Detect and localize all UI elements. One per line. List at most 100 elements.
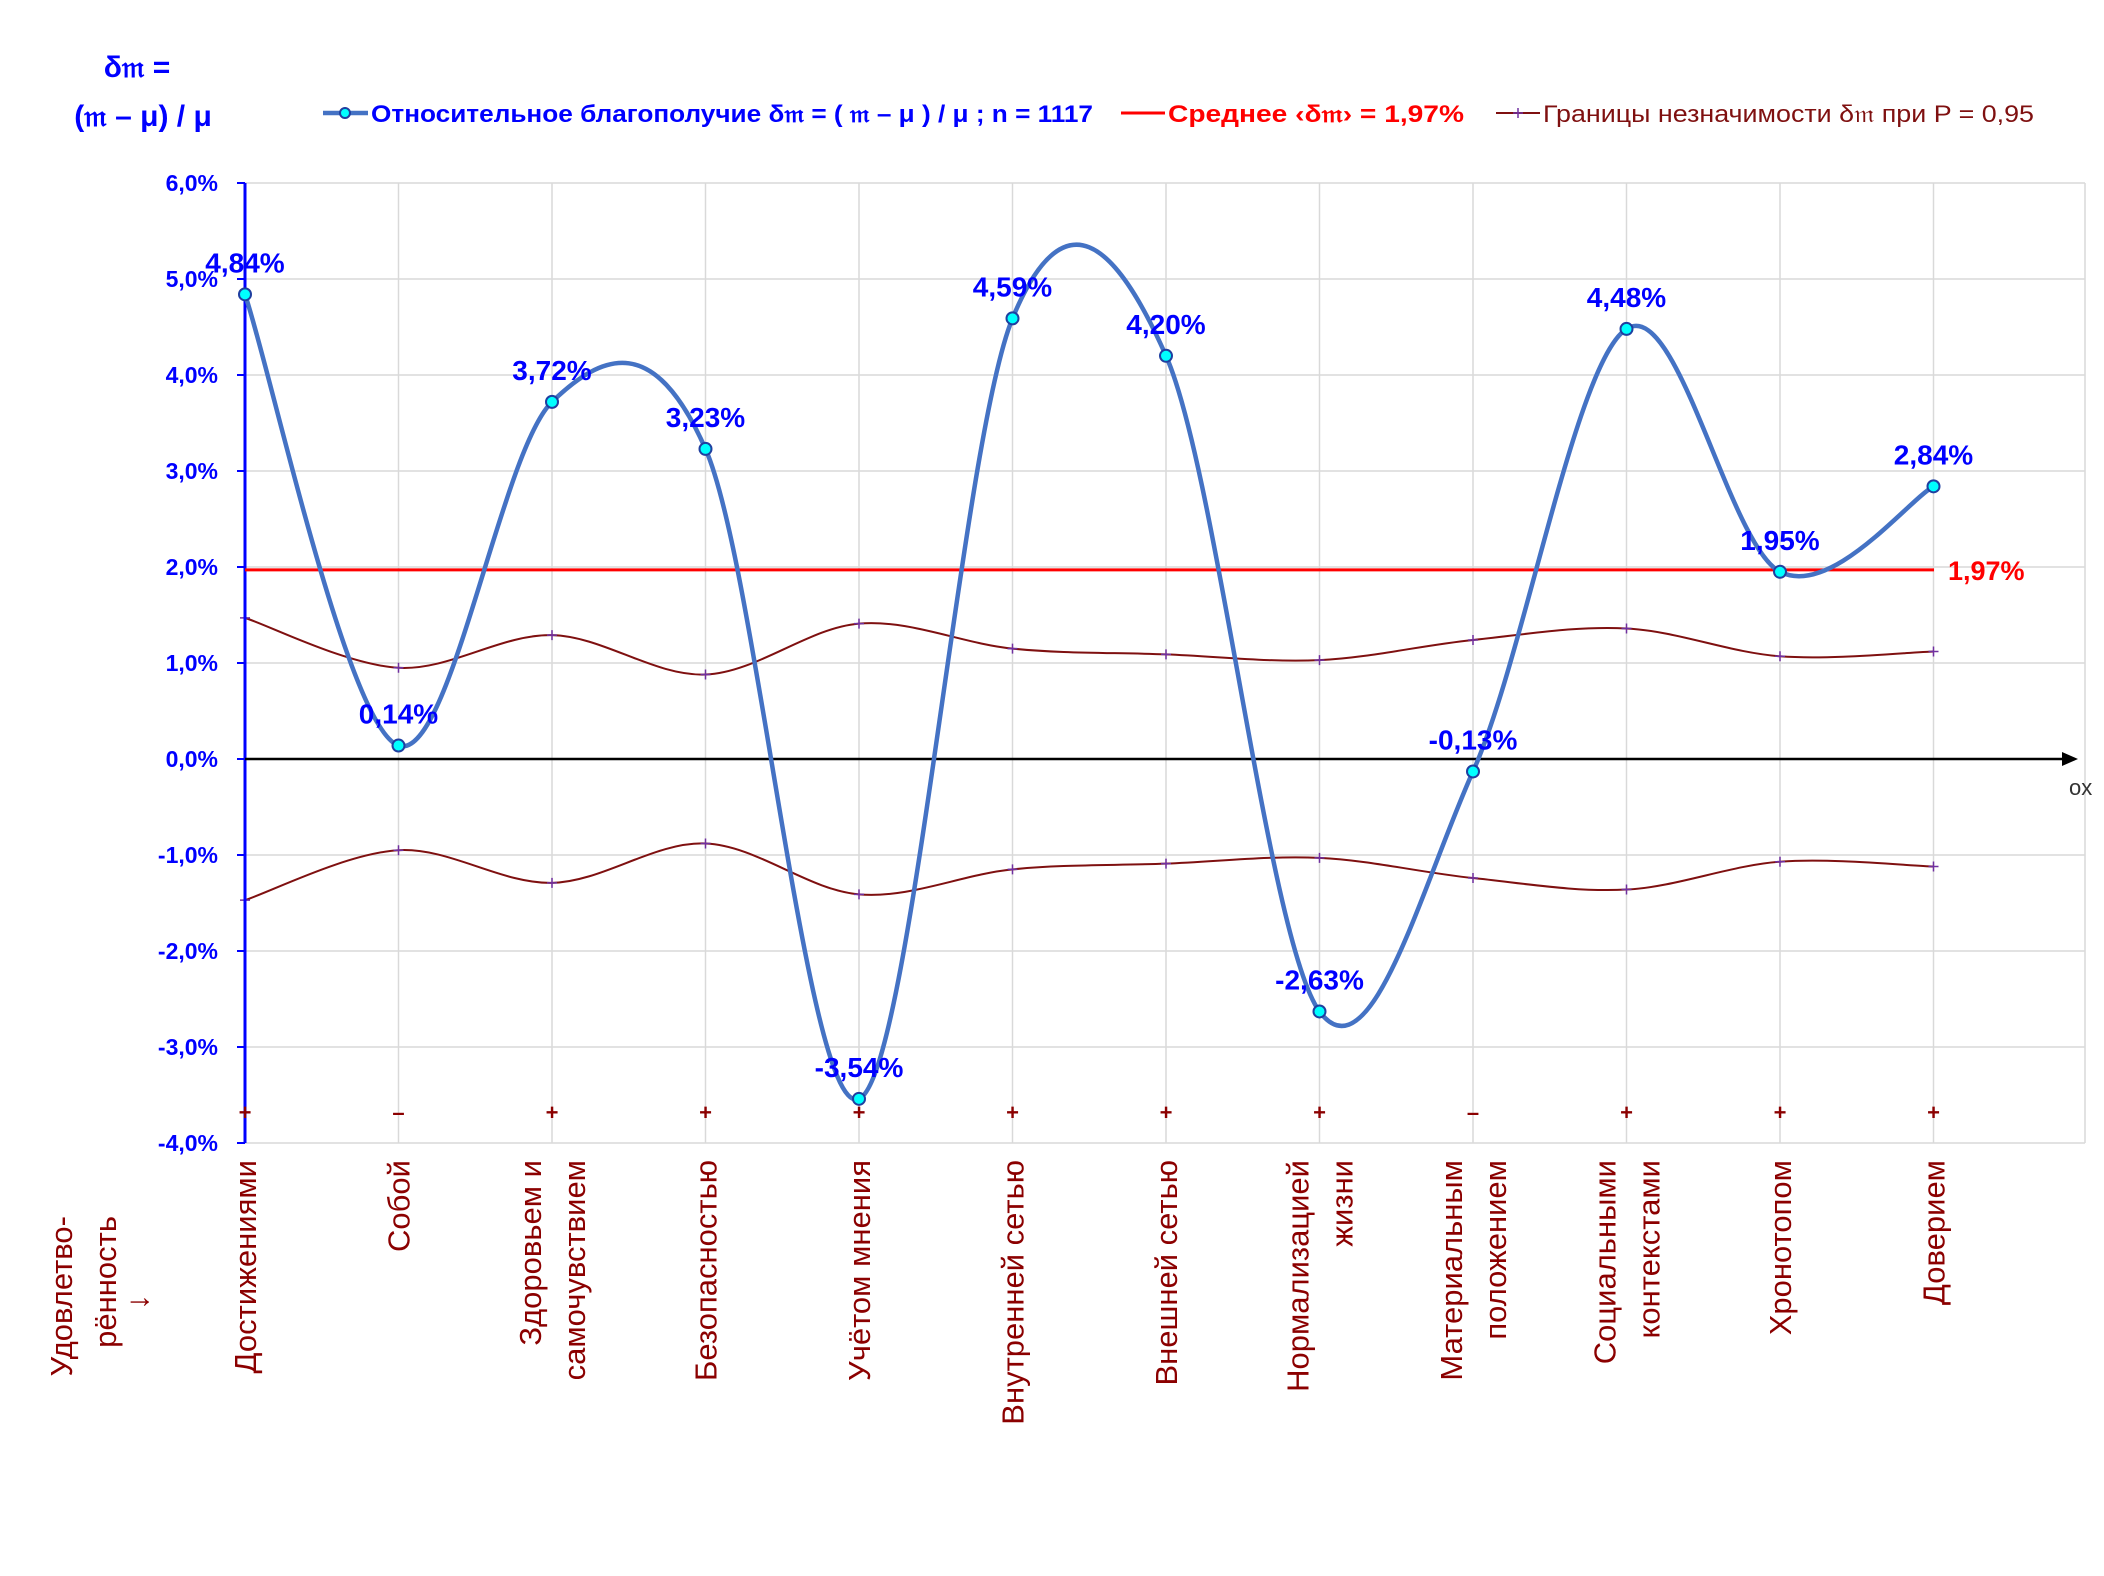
y-tick-label: 5,0% [166,266,218,292]
data-label: -2,63% [1275,964,1364,995]
bound-marker-lower [854,889,864,900]
data-point [391,738,406,753]
y-tick-label: 1,0% [166,650,218,676]
bound-marker-upper [1775,651,1785,662]
data-label: -0,13% [1429,724,1518,755]
category-label: Внешней сетью [1149,1160,1184,1386]
significance-mark: + [1313,1100,1326,1125]
data-label: 0,14% [359,699,438,730]
data-label: 4,84% [205,247,284,278]
x-axis-title: рённость [88,1216,123,1348]
bound-marker-lower [547,877,557,888]
bound-marker-upper [700,669,711,680]
x-axis-title: Удовлетво- [44,1216,79,1377]
data-point [1926,479,1941,494]
bound-marker-lower [1928,861,1939,872]
category-label: Нормализацией [1281,1160,1316,1392]
data-point [698,441,713,456]
category-label: Безопасностью [689,1160,724,1381]
bound-marker-lower [393,845,404,856]
legend: Относительное благополучие δ𝔪 = ( 𝔪 – μ … [323,101,2034,128]
bound-marker-lower [1468,873,1478,884]
insignificance-bounds [240,612,1939,906]
y-tick-label: 2,0% [166,554,218,580]
significance-mark: + [239,1100,252,1125]
y-tick-label: 4,0% [166,362,218,388]
bound-marker-lower [1314,852,1325,863]
x-axis-arrow [2062,752,2078,766]
y-axis-title-line2: (𝔪 – μ) / μ [74,100,212,133]
data-label: -3,54% [815,1052,904,1083]
data-label: 2,84% [1894,439,1973,470]
x-axis-end-label: ox [2069,775,2092,800]
significance-mark: – [1467,1100,1479,1125]
bound-marker-upper [1161,649,1171,660]
bound-marker-upper [1007,643,1018,654]
data-label: 3,23% [666,402,745,433]
mean-value-label: 1,97% [1948,556,2025,586]
category-label: жизни [1325,1160,1360,1247]
bound-line-upper [244,616,1934,676]
legend-label-bounds: Границы незначимости δ𝔪 при P = 0,95 [1543,101,2034,128]
bound-marker-upper [1314,655,1325,666]
category-label: Здоровьем и [513,1160,548,1346]
data-label: 4,20% [1126,309,1205,340]
category-label: Собой [382,1160,417,1252]
significance-mark: + [1620,1100,1633,1125]
category-label: контекстами [1632,1160,1667,1339]
y-tick-label: -3,0% [158,1034,218,1060]
data-point [1619,321,1634,336]
category-label: Доверием [1917,1160,1952,1305]
y-tick-label: -1,0% [158,842,218,868]
y-tick-label: -4,0% [158,1130,218,1156]
y-tick-label: 6,0% [166,170,218,196]
main-series [238,242,1941,1106]
significance-mark: + [1160,1100,1173,1125]
bound-marker-upper [1928,646,1939,657]
significance-mark: – [392,1100,404,1125]
data-point [1005,311,1020,326]
data-label: 3,72% [512,355,591,386]
bound-marker-lower [1775,856,1785,867]
bound-marker-lower [700,838,711,849]
y-tick-label: -2,0% [158,938,218,964]
legend-marker-main [339,107,351,119]
bound-marker-lower [1621,884,1632,895]
significance-mark: + [853,1100,866,1125]
bound-marker-lower [1161,858,1171,869]
bound-marker-upper [393,662,404,673]
chart-text: -4,0% -3,0% -2,0% -1,0% 0,0% 1,0% 2,0% 3,0% 4,0%… [44,51,2092,1425]
significance-mark: + [546,1100,559,1125]
category-label: Материальным [1434,1160,1469,1381]
category-label: положением [1478,1160,1513,1340]
legend-marker-bounds [1513,108,1523,118]
data-label: 1,95% [1740,525,1819,556]
axes [237,182,2078,1144]
legend-label-main: Относительное благополучие δ𝔪 = ( 𝔪 – μ … [371,101,1093,128]
category-label: Учётом мнения [842,1160,877,1381]
data-point [1773,564,1787,579]
data-point [1466,764,1480,779]
bound-marker-upper [1621,623,1632,634]
bound-marker-upper [547,630,557,641]
category-label: Хронотопом [1763,1160,1798,1335]
data-point [238,287,252,302]
data-label: 4,48% [1587,282,1666,313]
y-tick-label: 3,0% [166,458,218,484]
y-axis-title-line1: δ𝔪 = [104,51,171,84]
data-label: 4,59% [973,271,1052,302]
bound-marker-upper [854,618,864,629]
x-axis-title-arrow: ↓ [120,1294,155,1310]
significance-mark: + [699,1100,712,1125]
legend-label-mean: Среднее ‹δ𝔪› = 1,97% [1168,101,1464,128]
data-point [1159,348,1173,363]
category-label: самочувствием [557,1160,592,1380]
data-point [852,1091,866,1106]
data-point [1312,1004,1327,1019]
category-label: Социальными [1588,1160,1623,1364]
data-point [545,394,559,409]
bound-line-lower [244,842,1934,902]
bound-marker-lower [1007,864,1018,875]
